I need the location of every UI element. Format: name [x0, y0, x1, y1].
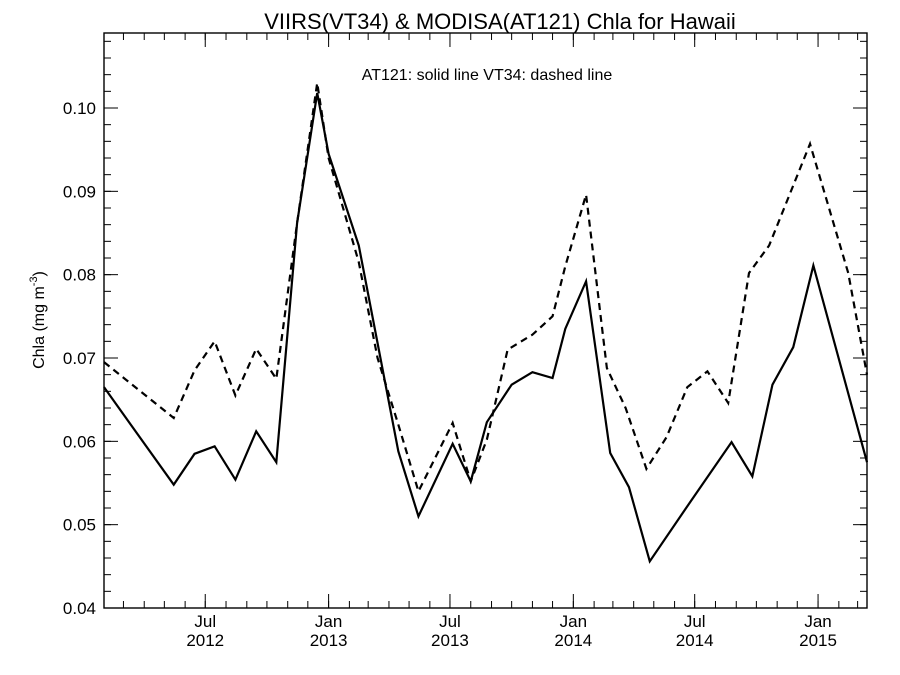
y-tick-label: 0.04: [63, 599, 96, 618]
x-tick-label-year: 2013: [310, 631, 348, 650]
x-tick-label-year: 2013: [431, 631, 469, 650]
y-axis-label-suffix: ): [31, 271, 48, 276]
x-tick-label-month: Jan: [560, 612, 587, 631]
x-tick-label-month: Jan: [315, 612, 342, 631]
y-axis: 0.04 0.05 0.06 0.07 0.08 0.09 0.10: [63, 40, 867, 618]
y-axis-label-main: Chla (mg m: [31, 286, 48, 369]
y-tick-label: 0.10: [63, 99, 96, 118]
y-axis-label-superscript: -3: [28, 276, 40, 286]
y-axis-label: Chla (mg m-3): [28, 271, 48, 369]
y-tick-label: 0.05: [63, 516, 96, 535]
x-tick-label-year: 2014: [554, 631, 592, 650]
x-tick-label-year: 2015: [799, 631, 837, 650]
series-line-solid: [103, 92, 869, 564]
y-tick-label: 0.06: [63, 432, 96, 451]
x-tick-label-month: Jul: [684, 612, 706, 631]
plot-frame: [103, 32, 868, 609]
series-group: [103, 82, 869, 564]
y-tick-label: 0.07: [63, 349, 96, 368]
legend-annotation: AT121: solid line VT34: dashed line: [362, 67, 613, 84]
chart-title: VIIRS(VT34) & MODISA(AT121) Chla for Haw…: [264, 9, 736, 34]
x-tick-label-month: Jan: [804, 612, 831, 631]
y-tick-label: 0.08: [63, 266, 96, 285]
y-tick-label: 0.09: [63, 182, 96, 201]
x-axis: Jul2012Jan2013Jul2013Jan2014Jul2014Jan20…: [122, 33, 859, 650]
x-tick-label-month: Jul: [439, 612, 461, 631]
series-line-dashed: [103, 82, 869, 495]
x-tick-label-month: Jul: [194, 612, 216, 631]
x-tick-label-year: 2014: [676, 631, 714, 650]
x-tick-label-year: 2012: [186, 631, 224, 650]
